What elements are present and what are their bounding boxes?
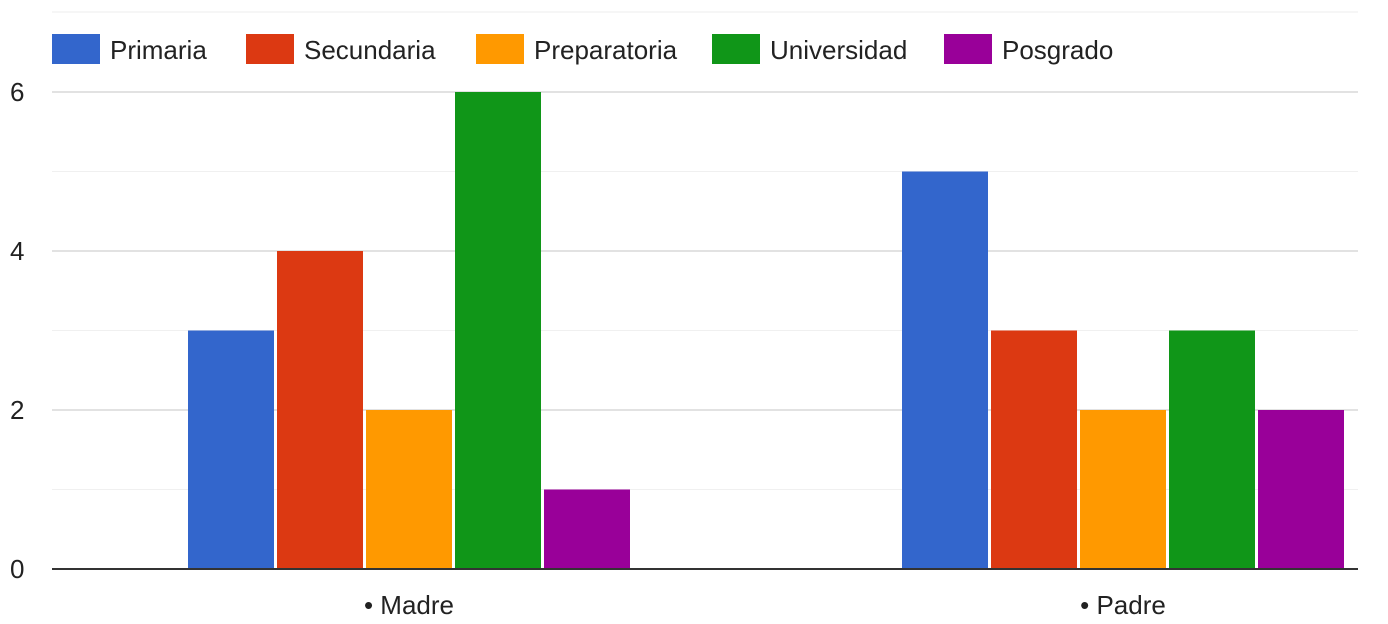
bars <box>188 92 1344 569</box>
legend-swatch <box>712 34 760 64</box>
bar <box>188 330 274 569</box>
y-axis: 0 2 4 6 <box>10 77 24 584</box>
y-tick-label: 2 <box>10 395 24 425</box>
x-category-label: • Padre <box>1080 590 1166 620</box>
bar <box>1258 410 1344 569</box>
legend-label: Primaria <box>110 35 207 65</box>
bar <box>1169 330 1255 569</box>
legend-label: Universidad <box>770 35 907 65</box>
legend-item: Preparatoria <box>476 34 678 65</box>
bar <box>991 330 1077 569</box>
legend-swatch <box>944 34 992 64</box>
legend-swatch <box>476 34 524 64</box>
x-category-label: • Madre <box>364 590 454 620</box>
legend-label: Posgrado <box>1002 35 1113 65</box>
x-axis: • Madre • Padre <box>364 590 1166 620</box>
legend-label: Preparatoria <box>534 35 678 65</box>
bar <box>366 410 452 569</box>
legend-swatch <box>52 34 100 64</box>
legend: Primaria Secundaria Preparatoria Universida… <box>52 34 1113 65</box>
bar <box>277 251 363 569</box>
legend-item: Universidad <box>712 34 907 65</box>
y-tick-label: 0 <box>10 554 24 584</box>
bar <box>902 171 988 569</box>
y-tick-label: 4 <box>10 236 24 266</box>
bar <box>544 489 630 569</box>
legend-item: Secundaria <box>246 34 436 65</box>
legend-swatch <box>246 34 294 64</box>
legend-item: Posgrado <box>944 34 1113 65</box>
bar <box>455 92 541 569</box>
legend-item: Primaria <box>52 34 207 65</box>
bar <box>1080 410 1166 569</box>
legend-label: Secundaria <box>304 35 436 65</box>
y-tick-label: 6 <box>10 77 24 107</box>
